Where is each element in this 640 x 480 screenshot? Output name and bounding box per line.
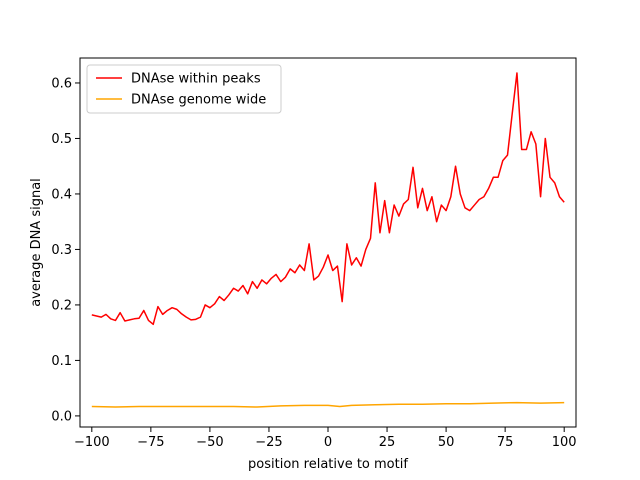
x-tick-label: −50 <box>196 435 223 450</box>
x-tick-label: 75 <box>497 435 514 450</box>
y-tick-label: 0.3 <box>51 243 72 258</box>
y-tick-label: 0.0 <box>51 409 72 424</box>
x-tick-label: 25 <box>379 435 396 450</box>
y-tick-label: 0.4 <box>51 187 72 202</box>
x-tick-label: −75 <box>137 435 164 450</box>
y-axis: 0.0 0.1 0.2 0.3 0.4 0.5 0.6 <box>51 76 80 424</box>
plot-lines <box>91 72 565 408</box>
x-tick-label: −100 <box>74 435 110 450</box>
legend-box <box>86 64 282 114</box>
x-tick-label: 100 <box>552 435 577 450</box>
x-tick-label: 0 <box>324 435 332 450</box>
legend: DNAse within peaks DNAse genome wide <box>86 64 282 114</box>
series-line-dnase-within-peaks <box>91 72 565 326</box>
y-tick-label: 0.1 <box>51 354 72 369</box>
legend-entry: DNAse within peaks <box>131 72 261 87</box>
y-tick-label: 0.6 <box>51 76 72 91</box>
x-axis-label: position relative to motif <box>248 457 408 472</box>
x-tick-label: −25 <box>255 435 282 450</box>
series-line-dnase-genome-wide <box>91 401 565 408</box>
legend-entry: DNAse genome wide <box>131 93 266 108</box>
x-tick-label: 50 <box>438 435 455 450</box>
y-axis-label: average DNA signal <box>29 178 44 307</box>
y-tick-label: 0.5 <box>51 132 72 147</box>
y-tick-label: 0.2 <box>51 298 72 313</box>
x-axis: −100 −75 −50 −25 0 25 50 75 100 <box>74 427 577 450</box>
